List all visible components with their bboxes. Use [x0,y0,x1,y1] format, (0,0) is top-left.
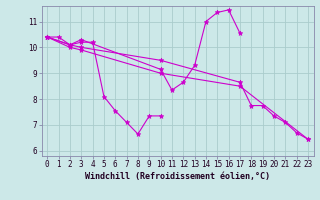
X-axis label: Windchill (Refroidissement éolien,°C): Windchill (Refroidissement éolien,°C) [85,172,270,181]
